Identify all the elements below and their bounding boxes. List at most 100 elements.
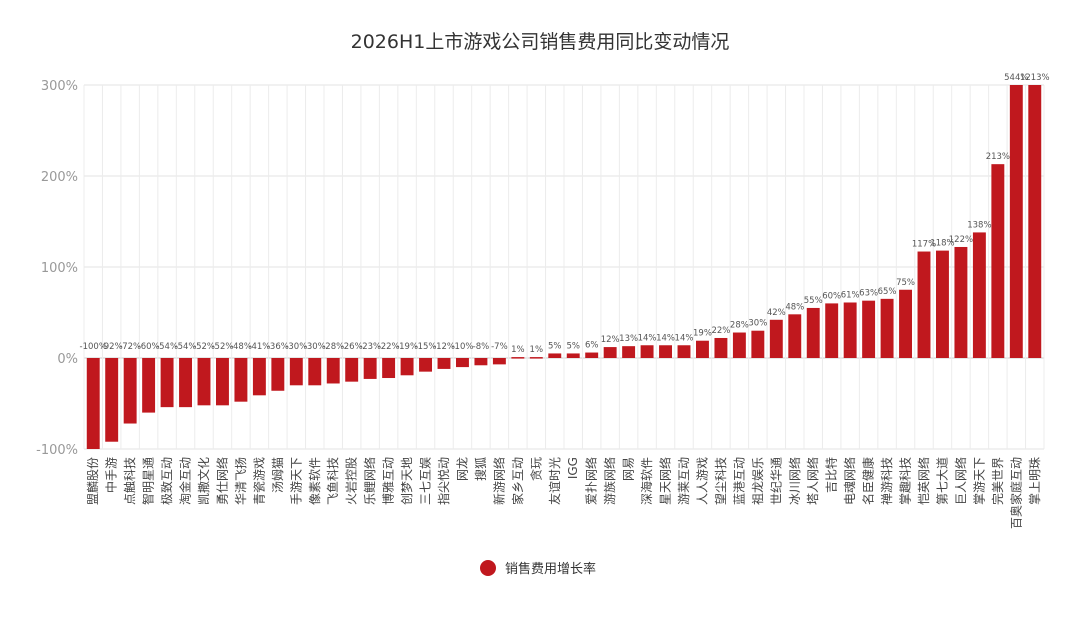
bar	[659, 345, 672, 358]
bar	[585, 352, 599, 358]
x-tick-label: 搜狐	[473, 457, 488, 481]
data-label: 22%	[711, 326, 730, 336]
data-label: -19%	[396, 342, 418, 352]
data-label: 55%	[804, 296, 823, 306]
legend-marker	[480, 559, 496, 576]
bar	[548, 353, 562, 358]
x-tick-label: 博雅互动	[381, 457, 396, 505]
data-label: 13%	[619, 334, 638, 344]
x-tick-label: 祖龙娱乐	[750, 457, 765, 505]
x-tick-label: 爱扑网络	[584, 457, 599, 505]
x-tick-label: 家乡互动	[510, 457, 525, 505]
bar	[308, 358, 322, 386]
bar	[603, 347, 617, 358]
x-tick-label: 手游天下	[289, 457, 303, 505]
data-label: 1%	[530, 345, 544, 355]
x-tick-label: 掌上明珠	[1028, 457, 1042, 505]
data-label: -12%	[433, 342, 455, 352]
bar	[363, 358, 377, 379]
bar	[732, 332, 746, 358]
data-label: 30%	[748, 319, 767, 329]
data-label: 138%	[967, 220, 991, 230]
data-label: 19%	[693, 329, 712, 339]
data-label: 12%	[601, 335, 620, 345]
bar	[345, 358, 359, 382]
bar	[917, 251, 931, 358]
x-tick-label: 名臣健康	[861, 457, 876, 505]
data-label: -30%	[304, 342, 326, 352]
data-label: -36%	[267, 342, 289, 352]
bar	[216, 358, 229, 406]
data-label: -54%	[156, 342, 178, 352]
bar	[880, 298, 894, 358]
data-label: 5%	[548, 341, 562, 351]
bar	[825, 303, 839, 358]
x-tick-label: 火岩控股	[344, 457, 359, 505]
data-label: 1213%	[1020, 73, 1050, 83]
x-tick-label: 世纪华通	[769, 457, 783, 505]
bar	[954, 246, 968, 358]
data-label: 61%	[841, 290, 860, 300]
data-label: 14%	[656, 333, 675, 343]
x-tick-label: 贪玩	[528, 457, 543, 481]
bar	[529, 357, 543, 359]
x-tick-label: 中手游	[104, 457, 119, 493]
bar	[936, 250, 949, 358]
bar	[437, 358, 451, 369]
x-tick-label: 吉比特	[824, 457, 839, 493]
data-label: 117%	[912, 240, 936, 250]
x-tick-label: 网易	[622, 457, 636, 481]
x-tick-label: 网龙	[455, 457, 469, 481]
bar	[197, 358, 211, 406]
bar	[271, 358, 285, 391]
bar	[622, 346, 636, 358]
y-tick-label: 300%	[41, 79, 78, 94]
data-label: -72%	[119, 342, 141, 352]
bar	[843, 302, 857, 358]
bar	[382, 358, 396, 379]
x-tick-label: 蓝港互动	[732, 457, 746, 505]
data-label: 42%	[767, 308, 786, 318]
bar	[419, 358, 432, 372]
bar	[252, 358, 266, 396]
x-tick-label: 指尖悦动	[436, 457, 451, 505]
x-tick-label: 电魂网络	[842, 457, 857, 505]
x-tick-label: 青瓷游戏	[252, 457, 266, 505]
data-label: -41%	[248, 342, 270, 352]
data-label: -23%	[359, 342, 381, 352]
data-label: 63%	[859, 289, 878, 299]
data-label: 213%	[986, 152, 1010, 162]
chart-title: 2026H1上市游戏公司销售费用同比变动情况	[350, 31, 730, 53]
data-label: 48%	[785, 302, 804, 312]
data-label: -60%	[138, 342, 160, 352]
x-tick-label: 人人游戏	[695, 457, 709, 505]
bar	[714, 337, 728, 358]
data-label: 28%	[730, 321, 749, 331]
x-tick-label: IGG	[566, 457, 580, 479]
bar	[456, 358, 469, 368]
x-tick-label: 华清飞扬	[233, 457, 248, 505]
x-tick-label: 凯撒文化	[196, 457, 211, 505]
x-tick-label: 点触科技	[123, 457, 137, 505]
bar	[566, 353, 580, 358]
bar	[474, 358, 488, 366]
chart-legend[interactable]: 销售费用增长率	[480, 558, 596, 577]
bar	[86, 358, 100, 449]
data-label: 544%	[1004, 73, 1028, 83]
y-tick-label: 200%	[41, 170, 78, 185]
x-tick-label: 巨人网络	[953, 457, 968, 505]
bar	[972, 232, 986, 358]
x-tick-label: 创梦天地	[400, 457, 414, 505]
x-tick-label: 百奥家庭互动	[1008, 457, 1023, 529]
data-label: 5%	[566, 341, 580, 351]
x-tick-label: 第七大道	[935, 457, 949, 505]
data-label: -7%	[491, 342, 508, 352]
data-label: 122%	[949, 235, 973, 245]
x-tick-label: 塔人网络	[805, 457, 820, 505]
bar	[677, 345, 691, 358]
bar	[806, 307, 820, 358]
bar	[862, 300, 876, 358]
x-tick-label: 星天网络	[658, 457, 673, 505]
bar	[696, 340, 709, 358]
x-tick-label: 禅游科技	[880, 457, 894, 505]
